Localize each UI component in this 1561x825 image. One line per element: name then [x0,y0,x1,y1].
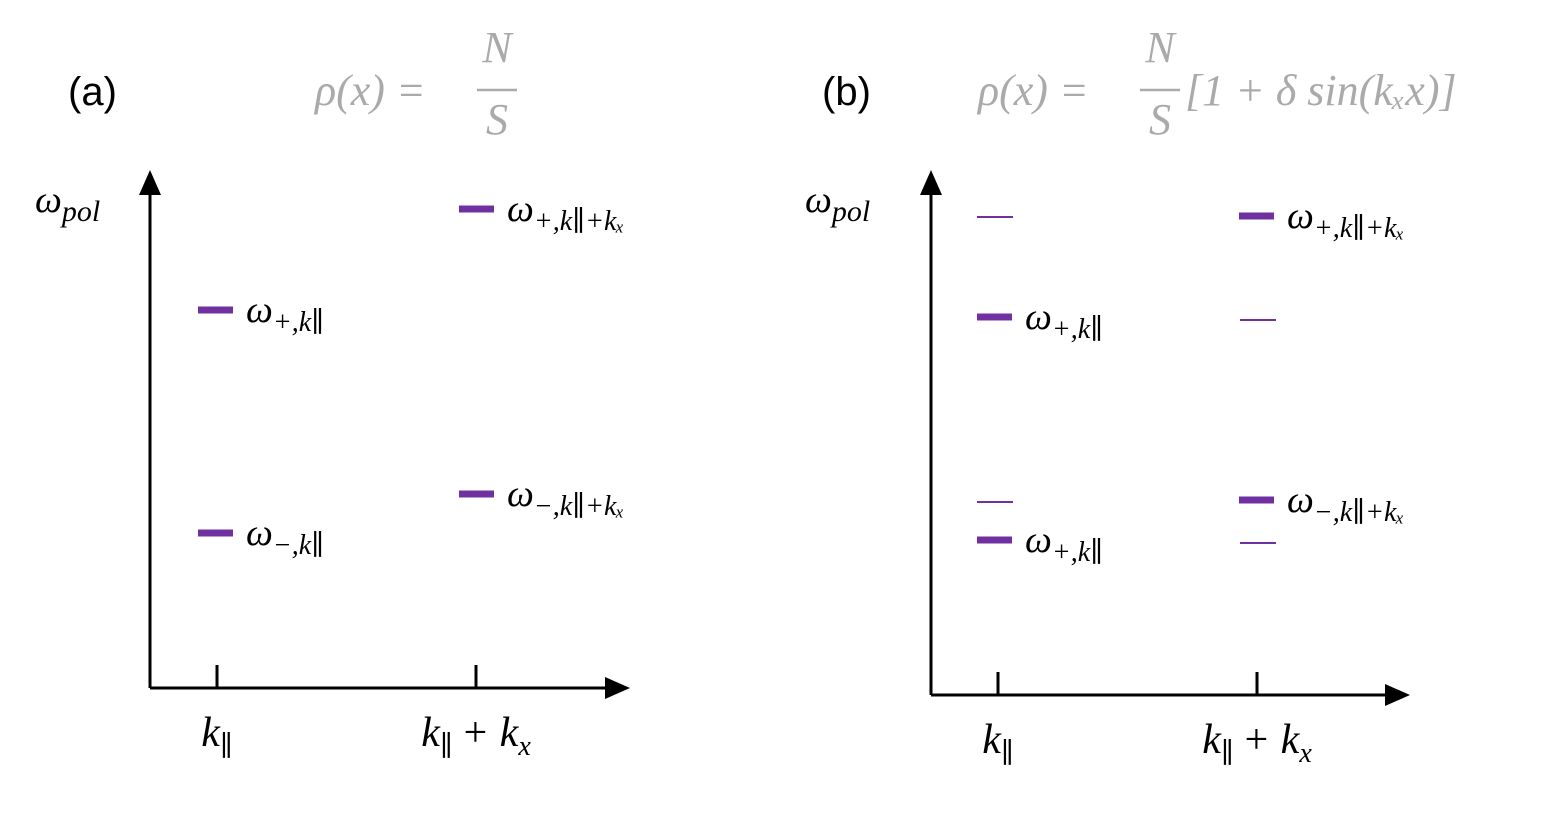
level [1239,212,1274,220]
x-tick-label: k∥ + kx [421,710,531,762]
subscript: x [1298,738,1312,769]
subscript: −,k∥+kₓ [1314,497,1405,528]
level [977,536,1012,544]
symbol: ω [35,179,62,221]
symbol: k [1202,717,1222,763]
formula-numerator: N [1144,23,1177,72]
symbol: ω [246,512,273,554]
subscript: ∥ [220,731,233,762]
symbol: ω [1287,195,1314,237]
level-label: ω−,k∥+kₓ [507,473,624,522]
symbol: ω [246,289,273,331]
level-label: ω+,k∥ [246,289,324,338]
formula-numerator: N [481,23,514,72]
subscript: ∥ [1001,738,1014,769]
symbol: k [421,710,441,756]
symbol: ω [1025,296,1052,338]
subscript: pol [830,195,870,228]
subscript: −,k∥ [273,530,324,561]
symbol: k [201,710,221,756]
level [459,490,494,498]
panel-tag: (a) [68,70,117,114]
level-label: ω+,k∥+kₓ [1287,195,1404,244]
level-label: ω+,k∥ [1025,519,1103,568]
x-tick-label: k∥ [201,710,233,762]
formula-denominator: S [1149,95,1171,144]
formula-denominator: S [486,95,508,144]
y-axis-label: ωpol [35,179,100,228]
formula-lhs: ρ(x) = [313,66,426,115]
weak-level [977,216,1013,218]
subscript: +,k∥+kₓ [1314,213,1405,244]
subscript: −,k∥+kₓ [534,491,625,522]
symbol: + k [461,710,520,756]
subscript: ∥ [440,731,453,762]
arrowhead [139,170,161,195]
subscript: x [517,731,531,762]
subscript: +,k∥ [1052,314,1103,345]
level [198,529,233,537]
arrowhead [1385,684,1410,706]
symbol: ω [1287,479,1314,521]
symbol: ω [805,179,832,221]
formula-rest: [1 + δ sin(kₓx)] [1185,66,1457,115]
symbol: ω [1025,519,1052,561]
panel-tag: (b) [822,70,871,114]
subscript: +,k∥ [273,307,324,338]
level-label: ω−,k∥ [246,512,324,561]
subscript: +,k∥ [1052,537,1103,568]
level-label: ω+,k∥ [1025,296,1103,345]
formula-lhs: ρ(x) = [976,66,1089,115]
level-label: ω+,k∥+kₓ [507,188,624,237]
symbol: ω [507,188,534,230]
symbol: ω [507,473,534,515]
y-axis-label: ωpol [805,179,870,228]
arrowhead [605,677,630,699]
level [198,306,233,314]
level [977,313,1012,321]
level [1239,496,1274,504]
arrowhead [920,170,942,195]
subscript: pol [60,195,100,228]
subscript: +,k∥+kₓ [534,206,625,237]
weak-level [977,501,1013,503]
weak-level [1240,319,1276,321]
subscript: ∥ [1221,738,1234,769]
level-label: ω−,k∥+kₓ [1287,479,1404,528]
level [459,205,494,213]
x-tick-label: k∥ + kx [1202,717,1312,769]
weak-level [1240,542,1276,544]
symbol: + k [1242,717,1301,763]
x-tick-label: k∥ [982,717,1014,769]
symbol: k [982,717,1002,763]
